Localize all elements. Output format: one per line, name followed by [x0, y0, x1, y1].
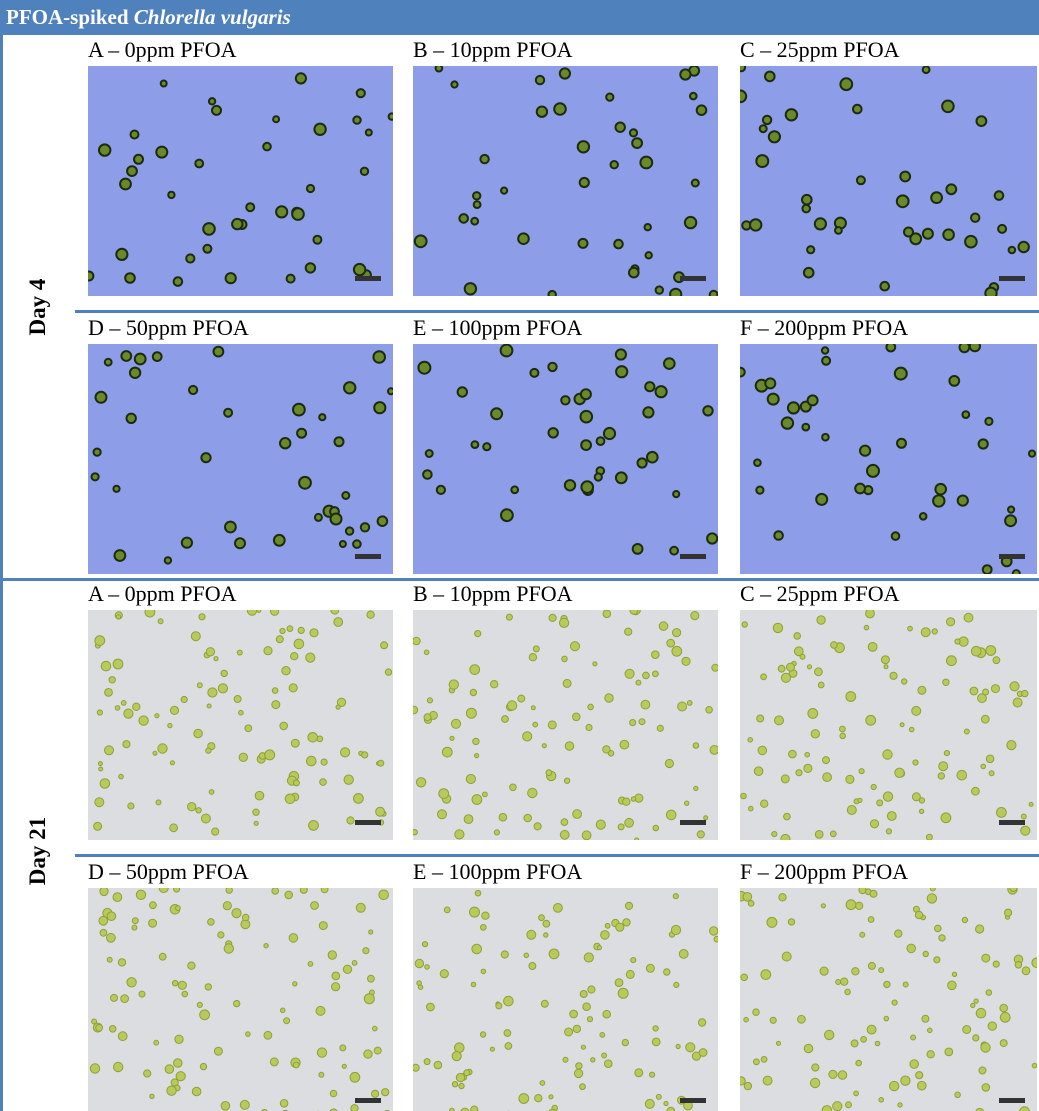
panel-label: F – 200ppm PFOA — [740, 859, 909, 884]
panel-label: E – 100ppm PFOA — [413, 859, 583, 884]
micrograph-image — [740, 344, 1037, 574]
day-label: Day 4 — [25, 278, 50, 336]
micrograph-image — [413, 610, 718, 840]
panel-label: E – 100ppm PFOA — [413, 315, 583, 340]
micrograph-image — [88, 344, 393, 574]
micrograph-image — [88, 66, 393, 296]
micrograph — [88, 610, 393, 840]
panel-label: D – 50ppm PFOA — [88, 859, 249, 884]
micrograph — [88, 888, 393, 1111]
panel-label: F – 200ppm PFOA — [740, 315, 909, 340]
micrograph — [413, 888, 718, 1111]
micrograph — [413, 610, 718, 840]
micrograph-image — [413, 66, 718, 296]
micrograph-image — [740, 888, 1037, 1111]
micrograph-image — [88, 888, 393, 1111]
day-label: Day 21 — [25, 816, 50, 886]
panel-label: B – 10ppm PFOA — [413, 581, 573, 606]
micrograph — [740, 344, 1037, 574]
micrograph — [740, 66, 1037, 296]
panel-label: C – 25ppm PFOA — [740, 581, 900, 606]
panel-label: B – 10ppm PFOA — [413, 37, 573, 62]
panel-label: A – 0ppm PFOA — [88, 37, 237, 62]
header: PFOA-spiked Chlorella vulgaris — [0, 0, 1039, 35]
micrograph — [413, 344, 718, 574]
micrograph-image — [413, 344, 718, 574]
micrograph-image — [88, 610, 393, 840]
micrograph-image — [740, 66, 1037, 296]
micrograph-image — [740, 610, 1037, 840]
micrograph — [88, 66, 393, 296]
micrograph — [88, 344, 393, 574]
title: PFOA-spiked — [6, 5, 129, 29]
micrograph — [413, 66, 718, 296]
separator — [75, 854, 1039, 857]
micrograph-image — [413, 888, 718, 1111]
border — [0, 35, 3, 1111]
panel-label: D – 50ppm PFOA — [88, 315, 249, 340]
micrograph — [740, 888, 1037, 1111]
micrograph — [740, 610, 1037, 840]
separator — [75, 310, 1039, 313]
separator — [0, 578, 1039, 581]
species: Chlorella vulgaris — [133, 5, 291, 29]
panel-label: A – 0ppm PFOA — [88, 581, 237, 606]
panel-label: C – 25ppm PFOA — [740, 37, 900, 62]
